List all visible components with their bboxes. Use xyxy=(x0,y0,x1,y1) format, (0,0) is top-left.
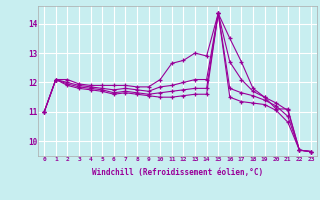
X-axis label: Windchill (Refroidissement éolien,°C): Windchill (Refroidissement éolien,°C) xyxy=(92,168,263,177)
